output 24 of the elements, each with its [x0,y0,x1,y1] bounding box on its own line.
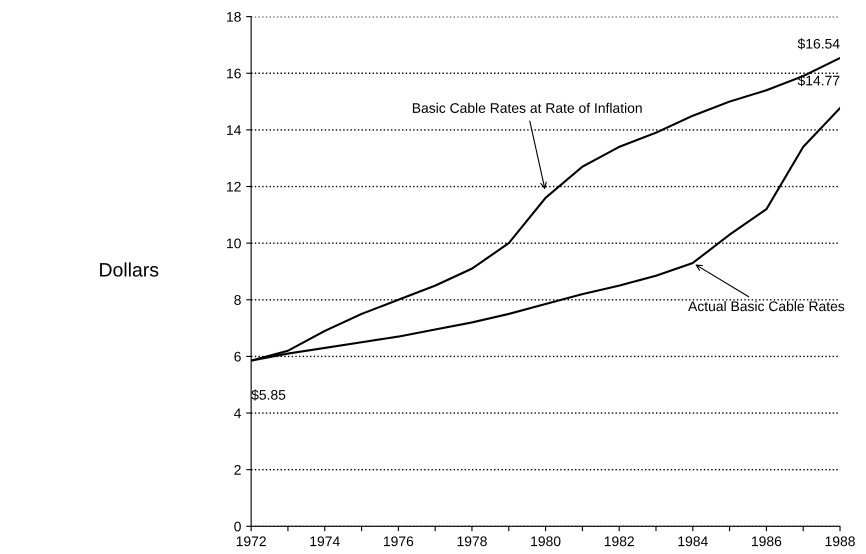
x-tick-label: 1978 [458,536,487,546]
annotation: Actual Basic Cable Rates [688,300,844,312]
y-tick-label: 2 [234,465,241,475]
x-tick-label: 1982 [604,536,634,546]
x-tick-label: 1988 [826,536,855,546]
x-tick-label: 1972 [236,536,266,546]
annotation: Basic Cable Rates at Rate of Inflation [412,102,642,113]
y-tick-label: 8 [234,295,241,305]
y-tick-label: 6 [234,352,241,362]
x-tick-label: 1984 [678,536,708,546]
x-tick-label: 1986 [752,536,782,546]
y-axis-title: Dollars [100,262,158,277]
y-tick-label: 14 [227,125,242,135]
y-tick-label: 0 [234,522,241,532]
y-tick-label: 18 [227,12,241,22]
annotation: $16.54 [798,38,840,50]
y-tick-label: 10 [227,238,241,248]
annotation: $5.85 [251,389,286,401]
y-tick-label: 4 [234,408,242,418]
y-tick-label: 16 [227,68,241,78]
x-tick-label: 1976 [384,536,414,546]
y-tick-label: 12 [227,182,241,192]
x-tick-label: 1974 [310,536,340,546]
x-tick-label: 1980 [531,536,560,546]
